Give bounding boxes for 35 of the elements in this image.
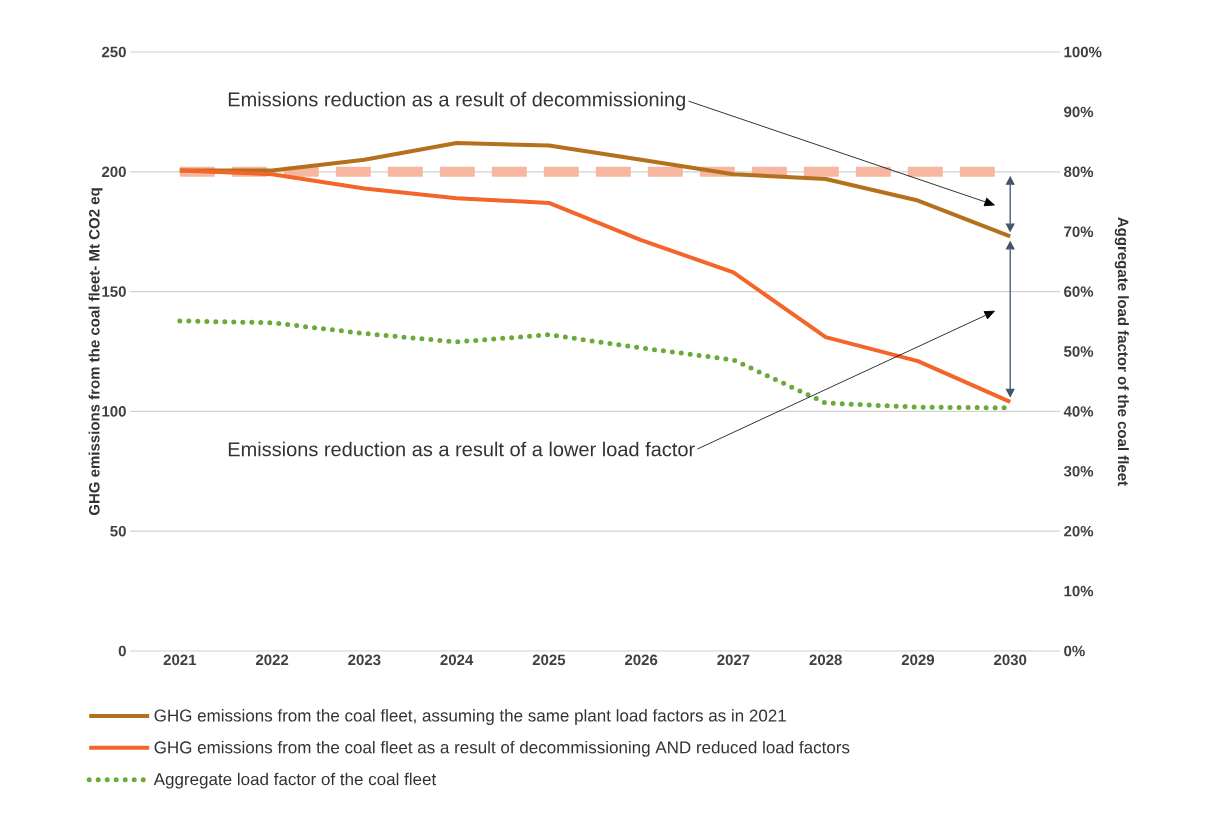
y2-tick-label: 100% bbox=[1064, 46, 1102, 58]
y-tick-label: 0 bbox=[118, 645, 126, 657]
x-tick-label: 2024 bbox=[440, 654, 474, 666]
y-axis-title: GHG emissions from the coal fleet- Mt CO2 eq bbox=[88, 188, 103, 516]
y2-tick-label: 60% bbox=[1064, 286, 1094, 297]
line-series bbox=[177, 168, 1013, 404]
y2-axis-title: Aggregate load factor of the coal fleet bbox=[1114, 217, 1129, 486]
y2-tick-label: 90% bbox=[1064, 106, 1094, 118]
y-tick-label: 250 bbox=[101, 46, 126, 58]
y-tick-label: 150 bbox=[102, 286, 126, 297]
legend-label: Aggregate load factor of the coal fleet bbox=[153, 772, 437, 789]
annotation: Emissions reduction as a result of a lower load factor bbox=[228, 441, 695, 457]
y2-tick-label: 70% bbox=[1064, 226, 1094, 237]
legend-label: GHG emissions from the coal fleet as a result of decommissioning AND reduced load factors bbox=[154, 740, 850, 757]
x-tick-label: 2029 bbox=[901, 654, 935, 666]
x-tick-label: 2027 bbox=[717, 654, 750, 666]
y-tick-label: 50 bbox=[110, 525, 126, 537]
legend-label: GHG emissions from the coal fleet, assuming the same plant load factors as in 2021 bbox=[154, 709, 786, 725]
y2-tick-label: 20% bbox=[1064, 525, 1094, 537]
y-tick-label: 100 bbox=[102, 406, 126, 417]
x-tick-label: 2021 bbox=[163, 654, 197, 666]
x-tick-label: 2023 bbox=[348, 654, 381, 666]
x-tick-label: 2028 bbox=[809, 654, 842, 666]
y2-tick-label: 50% bbox=[1064, 346, 1094, 357]
y2-tick-label: 30% bbox=[1063, 465, 1094, 477]
x-tick-label: 2030 bbox=[994, 654, 1027, 666]
y2-tick-label: 40% bbox=[1063, 406, 1094, 417]
y2-tick-label: 0% bbox=[1064, 645, 1085, 657]
x-tick-label: 2026 bbox=[624, 654, 658, 666]
x-tick-label: 2022 bbox=[255, 654, 289, 666]
x-tick-label: 2025 bbox=[532, 654, 566, 666]
y2-tick-label: 10% bbox=[1064, 585, 1094, 597]
y-tick-label: 200 bbox=[101, 166, 126, 178]
annotation: Emissions reduction as a result of decommissioning bbox=[228, 91, 685, 111]
y2-tick-label: 80% bbox=[1064, 166, 1094, 178]
